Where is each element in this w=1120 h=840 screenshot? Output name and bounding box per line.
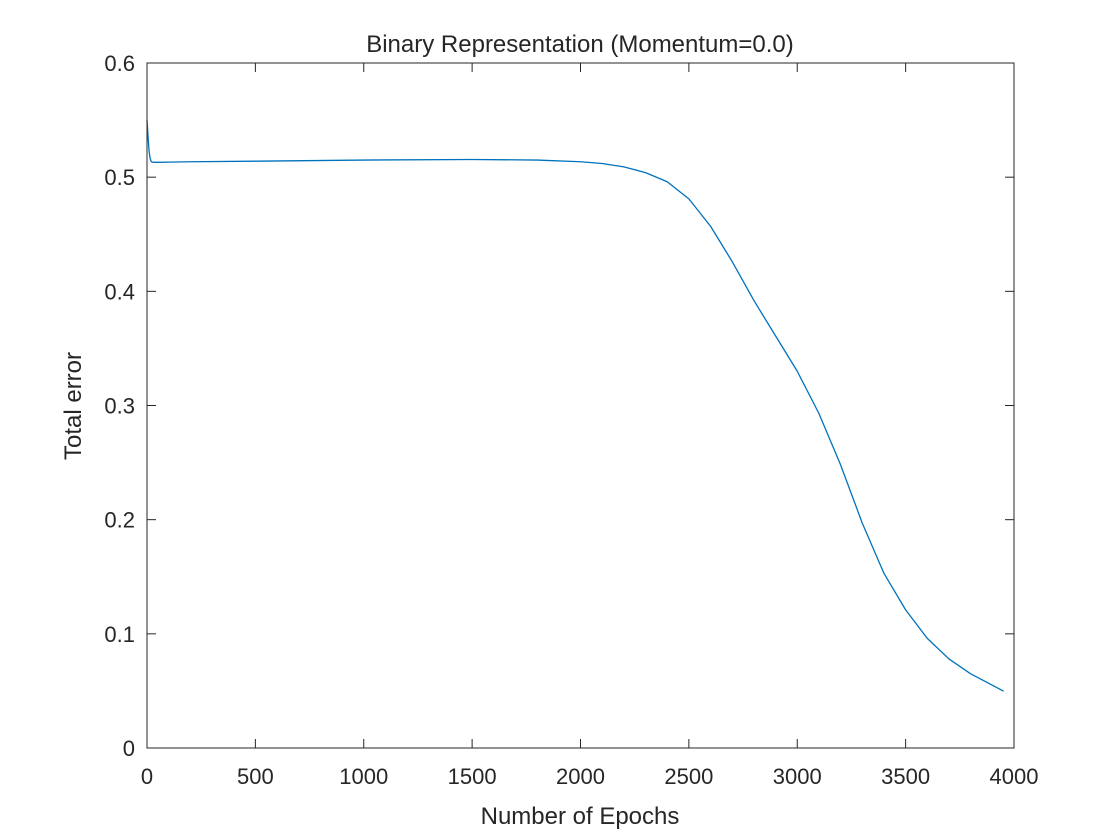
series-line-0 [146, 119, 1004, 692]
x-axis-title: Number of Epochs [481, 803, 680, 830]
x-tick-label: 3500 [881, 764, 930, 789]
axes-box [146, 62, 1015, 749]
y-tick-label: 0.3 [104, 394, 135, 419]
x-tick-label: 3000 [773, 764, 822, 789]
x-tick-label: 0 [141, 764, 153, 789]
x-tick-label: 2500 [664, 764, 713, 789]
y-tick-label: 0.4 [104, 279, 135, 304]
x-tick-label: 1500 [448, 764, 497, 789]
y-tick-label: 0.6 [104, 51, 135, 76]
y-tick-label: 0 [123, 736, 135, 761]
y-tick-label: 0.5 [104, 165, 135, 190]
y-tick-label: 0.2 [104, 508, 135, 533]
y-axis-title: Total error [60, 352, 87, 460]
x-tick-label: 2000 [556, 764, 605, 789]
chart-title: Binary Representation (Momentum=0.0) [366, 31, 794, 58]
plot-area: 0 500 1000 1500 2000 2500 3000 3500 4000 0 0.1 0.2 0… [104, 51, 1038, 789]
x-tick-label: 4000 [990, 764, 1039, 789]
y-tick-label: 0.1 [104, 622, 135, 647]
x-tick-label: 500 [237, 764, 274, 789]
x-tick-label: 1000 [339, 764, 388, 789]
